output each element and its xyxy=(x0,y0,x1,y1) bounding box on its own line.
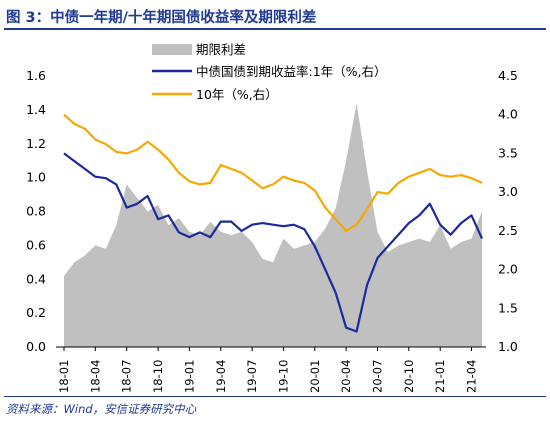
right-tick-label: 3.5 xyxy=(498,145,518,160)
legend-swatch-spread xyxy=(152,44,192,55)
left-tick-label: 0.2 xyxy=(26,305,46,320)
right-tick-label: 3.0 xyxy=(498,184,518,199)
line-1y xyxy=(63,152,484,333)
yield-lines-layer xyxy=(63,113,484,333)
x-axis-ticks: 18-01 18-04 18-07 18-10 19-01 19-04 19-07 19-10… xyxy=(57,347,479,393)
right-tick-label: 2.0 xyxy=(498,262,518,277)
left-tick-label: 0.0 xyxy=(26,339,46,354)
x-tick-label: 20-10 xyxy=(402,360,416,393)
x-tick-label: 18-07 xyxy=(120,360,134,393)
x-tick-label: 19-01 xyxy=(182,360,196,393)
left-axis-ticks: 0.0 0.2 0.4 0.6 0.8 1.0 1.2 1.4 1.6 xyxy=(26,68,46,354)
x-tick-label: 20-07 xyxy=(371,360,385,393)
line-10y xyxy=(63,113,483,232)
x-tick-label: 20-01 xyxy=(308,360,322,393)
figure-title: 图 3：中债一年期/十年期国债收益率及期限利差 xyxy=(6,10,317,26)
left-tick-label: 1.4 xyxy=(26,102,46,117)
x-tick-label: 19-07 xyxy=(245,360,259,393)
spread-area xyxy=(64,103,482,347)
right-tick-label: 4.5 xyxy=(498,68,518,83)
left-tick-label: 1.0 xyxy=(26,170,46,185)
legend: 期限利差 中债国债到期收益率:1年（%,右） 10年（%,右） xyxy=(152,42,387,102)
left-tick-label: 0.8 xyxy=(26,204,46,219)
left-tick-label: 1.6 xyxy=(26,68,46,83)
figure-source: 资料来源：Wind，安信证券研究中心 xyxy=(6,402,197,416)
title-rule xyxy=(4,28,546,30)
source-rule xyxy=(4,396,546,397)
x-tick-label: 19-10 xyxy=(276,360,290,393)
x-tick-label: 18-10 xyxy=(151,360,165,393)
right-tick-label: 1.0 xyxy=(498,339,518,354)
x-tick-label: 18-04 xyxy=(88,360,102,393)
right-tick-label: 1.5 xyxy=(498,300,518,315)
x-tick-label: 21-01 xyxy=(433,360,447,393)
spread-area-layer xyxy=(64,103,482,347)
right-axis-ticks: 1.0 1.5 2.0 2.5 3.0 3.5 4.0 4.5 xyxy=(498,68,518,354)
right-tick-label: 4.0 xyxy=(498,107,518,122)
x-tick-label: 20-04 xyxy=(339,360,353,393)
left-tick-label: 1.2 xyxy=(26,136,46,151)
right-tick-label: 2.5 xyxy=(498,223,518,238)
legend-label-1y: 中债国债到期收益率:1年（%,右） xyxy=(196,64,387,79)
left-tick-label: 0.4 xyxy=(26,271,46,286)
legend-label-10y: 10年（%,右） xyxy=(196,87,278,102)
x-tick-label: 18-01 xyxy=(57,360,71,393)
chart: 0.0 0.2 0.4 0.6 0.8 1.0 1.2 1.4 1.6 1.0 1.5 2.0 2.5… xyxy=(26,42,518,393)
x-tick-label: 21-04 xyxy=(465,360,479,393)
legend-label-spread: 期限利差 xyxy=(196,42,246,57)
x-tick-label: 19-04 xyxy=(214,360,228,393)
left-tick-label: 0.6 xyxy=(26,237,46,252)
